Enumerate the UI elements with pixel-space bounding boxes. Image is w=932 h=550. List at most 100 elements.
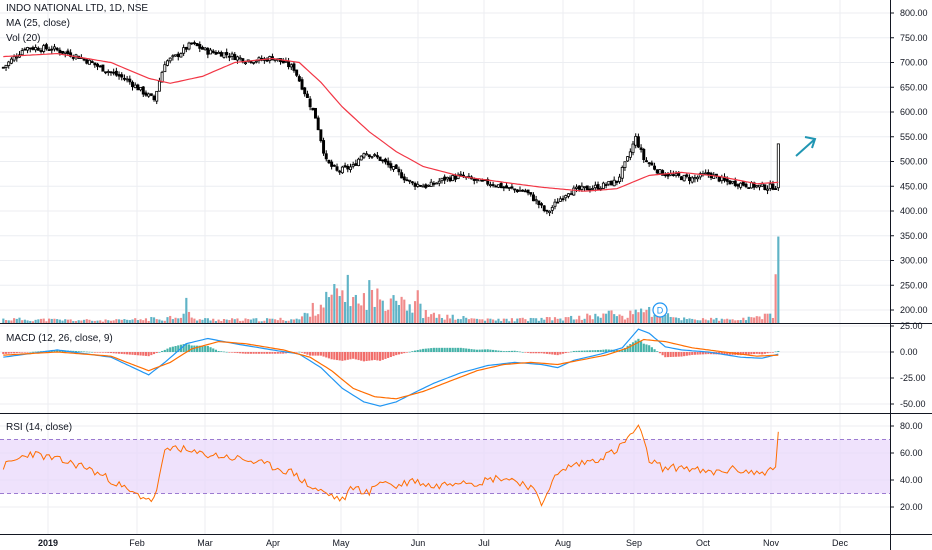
macd-histogram-bar — [257, 352, 261, 354]
candle-down — [227, 55, 231, 58]
volume-bar — [29, 320, 32, 323]
volume-bar — [82, 319, 86, 323]
macd-histogram-bar — [723, 352, 726, 355]
macd-line — [3, 328, 779, 407]
candle-up — [601, 182, 605, 189]
macd-histogram-bar — [586, 350, 589, 352]
volume-bar — [443, 319, 446, 323]
volume-bar — [161, 320, 164, 323]
volume-bar — [169, 315, 172, 323]
macd-histogram-bar — [150, 352, 153, 356]
candle-up — [628, 151, 632, 158]
macd-histogram-bar — [462, 348, 465, 352]
volume-bar — [327, 297, 331, 323]
macd-histogram-bar — [430, 348, 433, 352]
volume-bar — [513, 321, 516, 323]
volume-bar — [265, 318, 269, 323]
volume-bar — [640, 308, 643, 323]
rsi-tick-label: 40.00 — [900, 475, 923, 485]
volume-bar — [548, 317, 551, 323]
macd-histogram-bar — [521, 352, 524, 353]
candle-down — [190, 42, 194, 45]
volume-bar — [139, 319, 142, 323]
macd-histogram-bar — [397, 352, 400, 355]
candle-up — [626, 156, 630, 162]
volume-bar — [255, 318, 258, 323]
macd-histogram-bar — [26, 352, 29, 353]
macd-histogram-bar — [621, 350, 624, 352]
volume-bar — [45, 321, 48, 323]
macd-histogram-bar — [526, 352, 530, 353]
macd-legend: MACD (12, 26, close, 9) — [6, 333, 113, 344]
candle-down — [36, 47, 40, 51]
candle-down — [639, 147, 643, 150]
volume-bar — [88, 319, 91, 323]
candle-up — [755, 185, 759, 188]
volume-bar — [712, 319, 715, 323]
volume-bar — [80, 320, 83, 323]
volume-bar — [451, 314, 454, 323]
candle-down — [685, 174, 689, 177]
volume-bar — [136, 320, 139, 323]
volume-bar — [198, 319, 201, 323]
volume-bar — [10, 320, 13, 323]
volume-bar — [120, 319, 123, 323]
candle-down — [200, 46, 204, 50]
macd-histogram-bar — [551, 352, 554, 355]
macd-histogram-bar — [7, 352, 10, 354]
macd-histogram-bar — [570, 351, 573, 353]
candle-down — [311, 107, 315, 111]
macd-histogram-bar — [400, 352, 403, 354]
volume-bar — [163, 320, 166, 323]
candle-up — [203, 47, 207, 51]
candle-down — [424, 184, 428, 188]
macd-histogram-bar — [575, 350, 578, 352]
candle-down — [23, 48, 27, 51]
volume-bar — [605, 313, 608, 323]
macd-histogram-bar — [101, 352, 104, 353]
volume-bar — [685, 319, 688, 323]
macd-histogram-bar — [249, 352, 252, 354]
volume-bar — [74, 321, 78, 323]
candle-up — [768, 183, 772, 189]
volume-bar — [335, 288, 339, 323]
volume-bar — [510, 318, 514, 323]
volume-bar — [290, 319, 293, 323]
price-tick-label: 400.00 — [900, 206, 928, 216]
volume-bar — [615, 316, 618, 323]
macd-histogram-bar — [354, 352, 357, 360]
candle-down — [561, 198, 565, 201]
candle-down — [542, 205, 546, 212]
macd-histogram-bar — [91, 351, 94, 353]
volume-bar — [709, 317, 713, 323]
volume-bar — [389, 298, 392, 323]
macd-histogram-bar — [572, 350, 575, 352]
volume-bar — [551, 320, 554, 323]
macd-histogram-bar — [222, 351, 226, 353]
volume-bar — [720, 318, 723, 323]
candle-down — [98, 65, 102, 68]
arrow-head — [804, 136, 817, 149]
volume-bar — [583, 318, 586, 323]
volume-bar — [650, 316, 653, 323]
macd-histogram-bar — [505, 351, 508, 352]
macd-histogram-bar — [540, 352, 543, 354]
volume-bar — [728, 319, 731, 323]
volume-bar — [214, 321, 218, 323]
price-tick-label: 200.00 — [900, 305, 928, 315]
macd-histogram-bar — [21, 352, 24, 353]
volume-bar — [193, 318, 196, 323]
candle-up — [690, 177, 694, 183]
volume-bar — [688, 318, 691, 323]
macd-histogram-bar — [567, 352, 570, 353]
macd-histogram-bar — [10, 352, 13, 354]
volume-bar — [430, 314, 433, 323]
volume-bar — [696, 320, 699, 323]
volume-bar — [222, 319, 226, 323]
volume-bar — [755, 316, 758, 323]
candle-down — [71, 57, 75, 59]
volume-bar — [521, 317, 524, 323]
volume-bar — [621, 315, 624, 323]
macd-histogram-bar — [580, 350, 583, 352]
volume-bar — [575, 319, 578, 323]
